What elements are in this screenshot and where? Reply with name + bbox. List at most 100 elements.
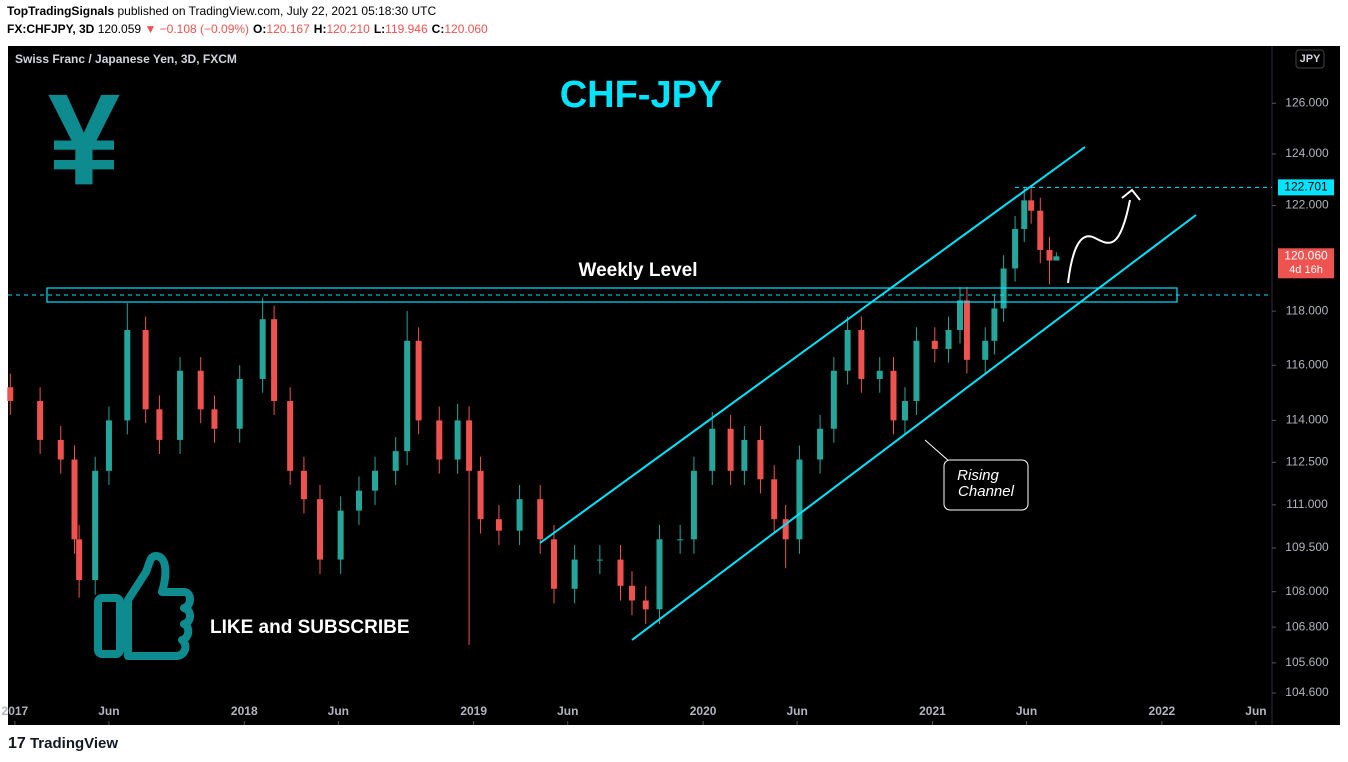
candle-body — [741, 439, 748, 471]
header-line: TopTradingSignals published on TradingVi… — [7, 4, 436, 18]
candle-body — [963, 300, 970, 360]
ohlc-value: 120.167 — [266, 22, 310, 36]
level-label: Weekly Level — [578, 260, 697, 281]
candle-body — [76, 539, 83, 580]
candle-body — [677, 539, 684, 541]
y-tick-label: 106.800 — [1285, 619, 1329, 633]
price: 120.059 — [98, 22, 142, 36]
subtitle: Swiss Franc / Japanese Yen, 3D, FXCM — [15, 52, 237, 66]
candle-body — [727, 428, 734, 471]
candle-body — [771, 479, 778, 520]
candle-body — [913, 340, 920, 402]
candle-body — [124, 329, 131, 421]
x-tick-label: Jun — [98, 704, 119, 718]
y-tick-label: 108.000 — [1285, 584, 1329, 598]
candle-body — [7, 387, 14, 402]
candle-body — [991, 308, 998, 341]
candle-body — [404, 340, 411, 452]
callout-text: Channel — [958, 483, 1015, 500]
ohlc-label: O: — [253, 22, 266, 36]
countdown: 4d 16h — [1289, 264, 1323, 276]
candle-body — [1012, 228, 1019, 269]
candle-body — [495, 519, 502, 531]
candle-body — [156, 409, 163, 440]
candle-body — [628, 585, 635, 601]
cta: LIKE and SUBSCRIBE — [210, 617, 410, 638]
forecast-arrow — [1067, 199, 1131, 284]
change: ▼ −0.108 (−0.09%) — [144, 22, 249, 36]
channel-upper — [539, 146, 1086, 544]
candle-body — [876, 370, 883, 379]
y-tick-label: 105.600 — [1285, 655, 1329, 669]
candle-body — [259, 319, 266, 379]
thumb-cuff — [94, 594, 124, 658]
candle-body — [466, 420, 473, 471]
candle-body — [550, 539, 557, 589]
candle-body — [71, 459, 78, 540]
candle-body — [316, 499, 323, 560]
candle-body — [271, 319, 278, 402]
currency-badge — [1295, 49, 1325, 69]
x-tick-label: Jun — [1245, 704, 1266, 718]
plot — [7, 186, 1272, 645]
candle-body — [197, 370, 204, 410]
x-tick-label: Jun — [557, 704, 578, 718]
ohlc-label: L: — [374, 22, 385, 36]
candle-body — [982, 340, 989, 360]
y-tick-label: 111.000 — [1286, 497, 1328, 511]
ticker-line: FX:CHFJPY, 3D 120.059 ▼ −0.108 (−0.09%) O… — [7, 22, 488, 36]
publisher: TopTradingSignals — [7, 4, 114, 18]
candle-body — [1046, 249, 1053, 261]
published: published on TradingView.com, July 22, 2… — [117, 4, 436, 18]
candle-body — [782, 519, 789, 540]
ohlc-value: 119.946 — [385, 22, 428, 36]
candle-body — [57, 439, 64, 460]
candle-body — [844, 329, 851, 371]
y-tick-label: 112.500 — [1286, 455, 1329, 469]
candle-body — [287, 401, 294, 471]
candle-body — [477, 470, 484, 520]
yen-icon: ¥ — [48, 66, 120, 212]
candle-body — [355, 490, 362, 511]
last-price-label: 120.060 — [1284, 248, 1328, 262]
x-tick-label: 2019 — [460, 704, 487, 718]
candle-body — [596, 559, 603, 561]
brand: TradingView — [30, 735, 118, 752]
candle-body — [454, 420, 461, 460]
candle-body — [300, 470, 307, 500]
ohlc-label: C: — [432, 22, 445, 36]
currency: JPY — [1300, 53, 1321, 65]
candle-body — [796, 459, 803, 540]
ohlc-value: 120.060 — [444, 22, 488, 36]
chart-title: CHF-JPY — [560, 74, 723, 116]
candle-body — [392, 451, 399, 471]
callout-pointer — [924, 439, 951, 463]
candle-body — [957, 300, 964, 330]
y-tick-label: 104.600 — [1285, 685, 1329, 699]
symbol: FX:CHFJPY, 3D — [7, 22, 95, 36]
y-tick-label: 114.000 — [1286, 413, 1329, 427]
y-tick-label: 124.000 — [1285, 146, 1329, 160]
y-tick-label: 126.000 — [1285, 95, 1329, 109]
x-tick-label: Jun — [328, 704, 349, 718]
candle-body — [858, 329, 865, 379]
candle-body — [211, 409, 218, 429]
y-tick-label: 116.000 — [1286, 357, 1329, 371]
y-tick-label: 118.000 — [1286, 303, 1329, 317]
candle-body — [142, 329, 149, 410]
callout-text: Rising — [957, 467, 999, 484]
candle-body — [830, 370, 837, 429]
x-tick-label: Jun — [786, 704, 807, 718]
candle-body — [372, 470, 379, 491]
candle-body — [945, 329, 952, 349]
candle-body — [105, 420, 112, 471]
axes: 104.600 105.600 106.800 108.000 109.500 111.0… — [2, 95, 1334, 725]
y-tick-label: 122.000 — [1285, 198, 1329, 212]
ohlc-value: 120.210 — [326, 22, 370, 36]
x-tick-label: 2021 — [919, 704, 946, 718]
target-label: 122.701 — [1284, 180, 1328, 194]
last-price-badge — [1278, 248, 1334, 279]
chart-bg — [8, 46, 1340, 725]
callout-box — [943, 459, 1029, 511]
